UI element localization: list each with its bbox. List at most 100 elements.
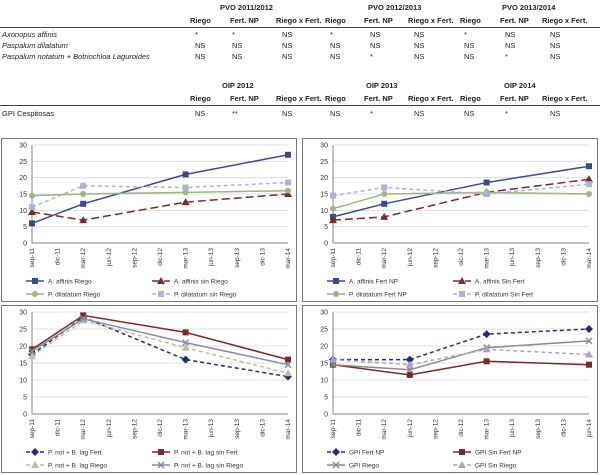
legend-marker	[458, 277, 466, 284]
data-point	[80, 312, 87, 319]
data-point	[585, 337, 593, 345]
table-rule	[0, 105, 600, 106]
data-point	[80, 200, 87, 207]
x-tick-label: sep-11	[29, 419, 36, 439]
y-tick-label: 5	[324, 224, 328, 231]
x-tick-label: dic-13	[560, 419, 567, 437]
data-point	[405, 355, 414, 364]
legend-marker	[157, 277, 165, 284]
data-point	[181, 198, 190, 206]
x-tick-label: jun-12	[407, 248, 414, 267]
table-rule	[0, 27, 600, 28]
data-point	[284, 369, 292, 377]
significance-cell: NS	[330, 52, 341, 61]
legend-marker	[458, 461, 466, 468]
data-point	[585, 350, 593, 358]
x-tick-label: mar-12	[80, 419, 87, 440]
significance-cell: NS	[414, 30, 425, 39]
x-tick-label: sep-11	[330, 419, 337, 439]
legend-marker	[333, 278, 339, 284]
data-point	[29, 192, 35, 199]
data-point	[329, 361, 337, 369]
legend-label: GPI Sin Riego	[475, 463, 517, 470]
significance-cell: *	[505, 52, 508, 61]
y-tick-label: 10	[19, 378, 27, 385]
y-tick-label: 0	[324, 412, 328, 419]
row-label: Axonopus affinis	[2, 30, 58, 39]
x-tick-label: sep-11	[29, 248, 36, 268]
y-tick-label: 25	[320, 327, 328, 334]
data-point	[381, 191, 388, 197]
x-tick-label: sep-13	[234, 419, 241, 439]
legend-label: P. dilatatum Sin Fert	[475, 292, 533, 299]
y-tick-label: 30	[19, 143, 27, 150]
period-header: OIP 2013	[366, 81, 398, 90]
legend-marker	[158, 291, 164, 297]
x-tick-label: sep-12	[432, 248, 439, 268]
line-chart: 0 5 10 15 20 25 30 sep-11 dic-11 mar-12 jun-12 sep-…	[19, 310, 292, 470]
data-point	[586, 181, 592, 188]
significance-table-pvo: PVO 2012/2013 PVO 2011/2012 PVO 2013/201…	[0, 0, 600, 72]
col-header: Riego x Fert.	[408, 16, 454, 25]
period-header: PVO 2013/2014	[502, 3, 556, 12]
y-tick-label: 0	[23, 412, 27, 419]
y-tick-label: 0	[324, 241, 328, 248]
legend-label: GPI Fert NP	[349, 450, 384, 457]
row-label: Paspalum notatum + Botriochloa Laguroide…	[2, 52, 150, 61]
legend-marker	[459, 291, 465, 297]
y-tick-label: 0	[23, 241, 27, 248]
y-tick-label: 15	[19, 192, 27, 199]
x-tick-label: sep-12	[131, 419, 138, 439]
y-tick-label: 30	[19, 310, 27, 317]
data-point	[29, 346, 35, 353]
data-point	[285, 356, 291, 363]
significance-cell: NS	[282, 52, 293, 61]
series-line	[31, 314, 289, 361]
chart-panel-gpi: 0 5 10 15 20 25 30 sep-11 dic-11 mar-12 jun-12 sep-…	[302, 305, 598, 473]
col-header: Fert. NP	[364, 16, 393, 25]
x-tick-label: dic-11	[55, 419, 62, 437]
data-point	[79, 216, 88, 224]
period-header: PVO 2012/2013	[368, 3, 422, 12]
x-tick-label: jun-14	[586, 419, 593, 438]
x-tick-label: mar-13	[183, 419, 190, 440]
significance-cell: *	[370, 109, 373, 118]
data-point	[181, 355, 190, 364]
series-line	[31, 319, 289, 374]
x-tick-label: mar-14	[285, 248, 292, 269]
data-point	[329, 355, 337, 363]
legend-marker	[459, 449, 465, 455]
data-point	[406, 366, 414, 374]
x-tick-label: jun-12	[106, 419, 113, 438]
series-line	[332, 348, 590, 366]
legend-marker	[31, 448, 39, 456]
row-label: GPI Cespitosas	[2, 109, 55, 118]
col-header: Riego x Fert.	[542, 94, 588, 103]
x-tick-label: sep-13	[234, 248, 241, 268]
y-tick-label: 20	[320, 175, 328, 182]
y-tick-label: 15	[320, 361, 328, 368]
significance-cell: *	[505, 109, 508, 118]
significance-cell: NS	[195, 109, 206, 118]
col-header: Riego	[190, 94, 211, 103]
y-tick-label: 10	[19, 208, 27, 215]
significance-cell: NS	[414, 41, 425, 50]
data-point	[284, 361, 292, 369]
period-header: PVO 2011/2012	[220, 3, 273, 12]
significance-cell: NS	[505, 41, 516, 50]
significance-cell: NS	[505, 30, 516, 39]
data-point	[330, 192, 336, 199]
data-point	[182, 329, 189, 336]
series-line	[332, 340, 590, 371]
y-tick-label: 30	[320, 143, 328, 150]
col-header: Riego	[460, 16, 481, 25]
series-line	[31, 189, 289, 197]
data-point	[182, 171, 189, 178]
data-point	[329, 216, 337, 224]
row-label: Paspalum dilatatum	[2, 41, 68, 50]
series-line	[332, 165, 590, 218]
data-point	[182, 189, 189, 196]
col-header: Fert. NP	[500, 94, 529, 103]
data-point	[380, 212, 389, 220]
significance-cell: NS	[282, 109, 293, 118]
